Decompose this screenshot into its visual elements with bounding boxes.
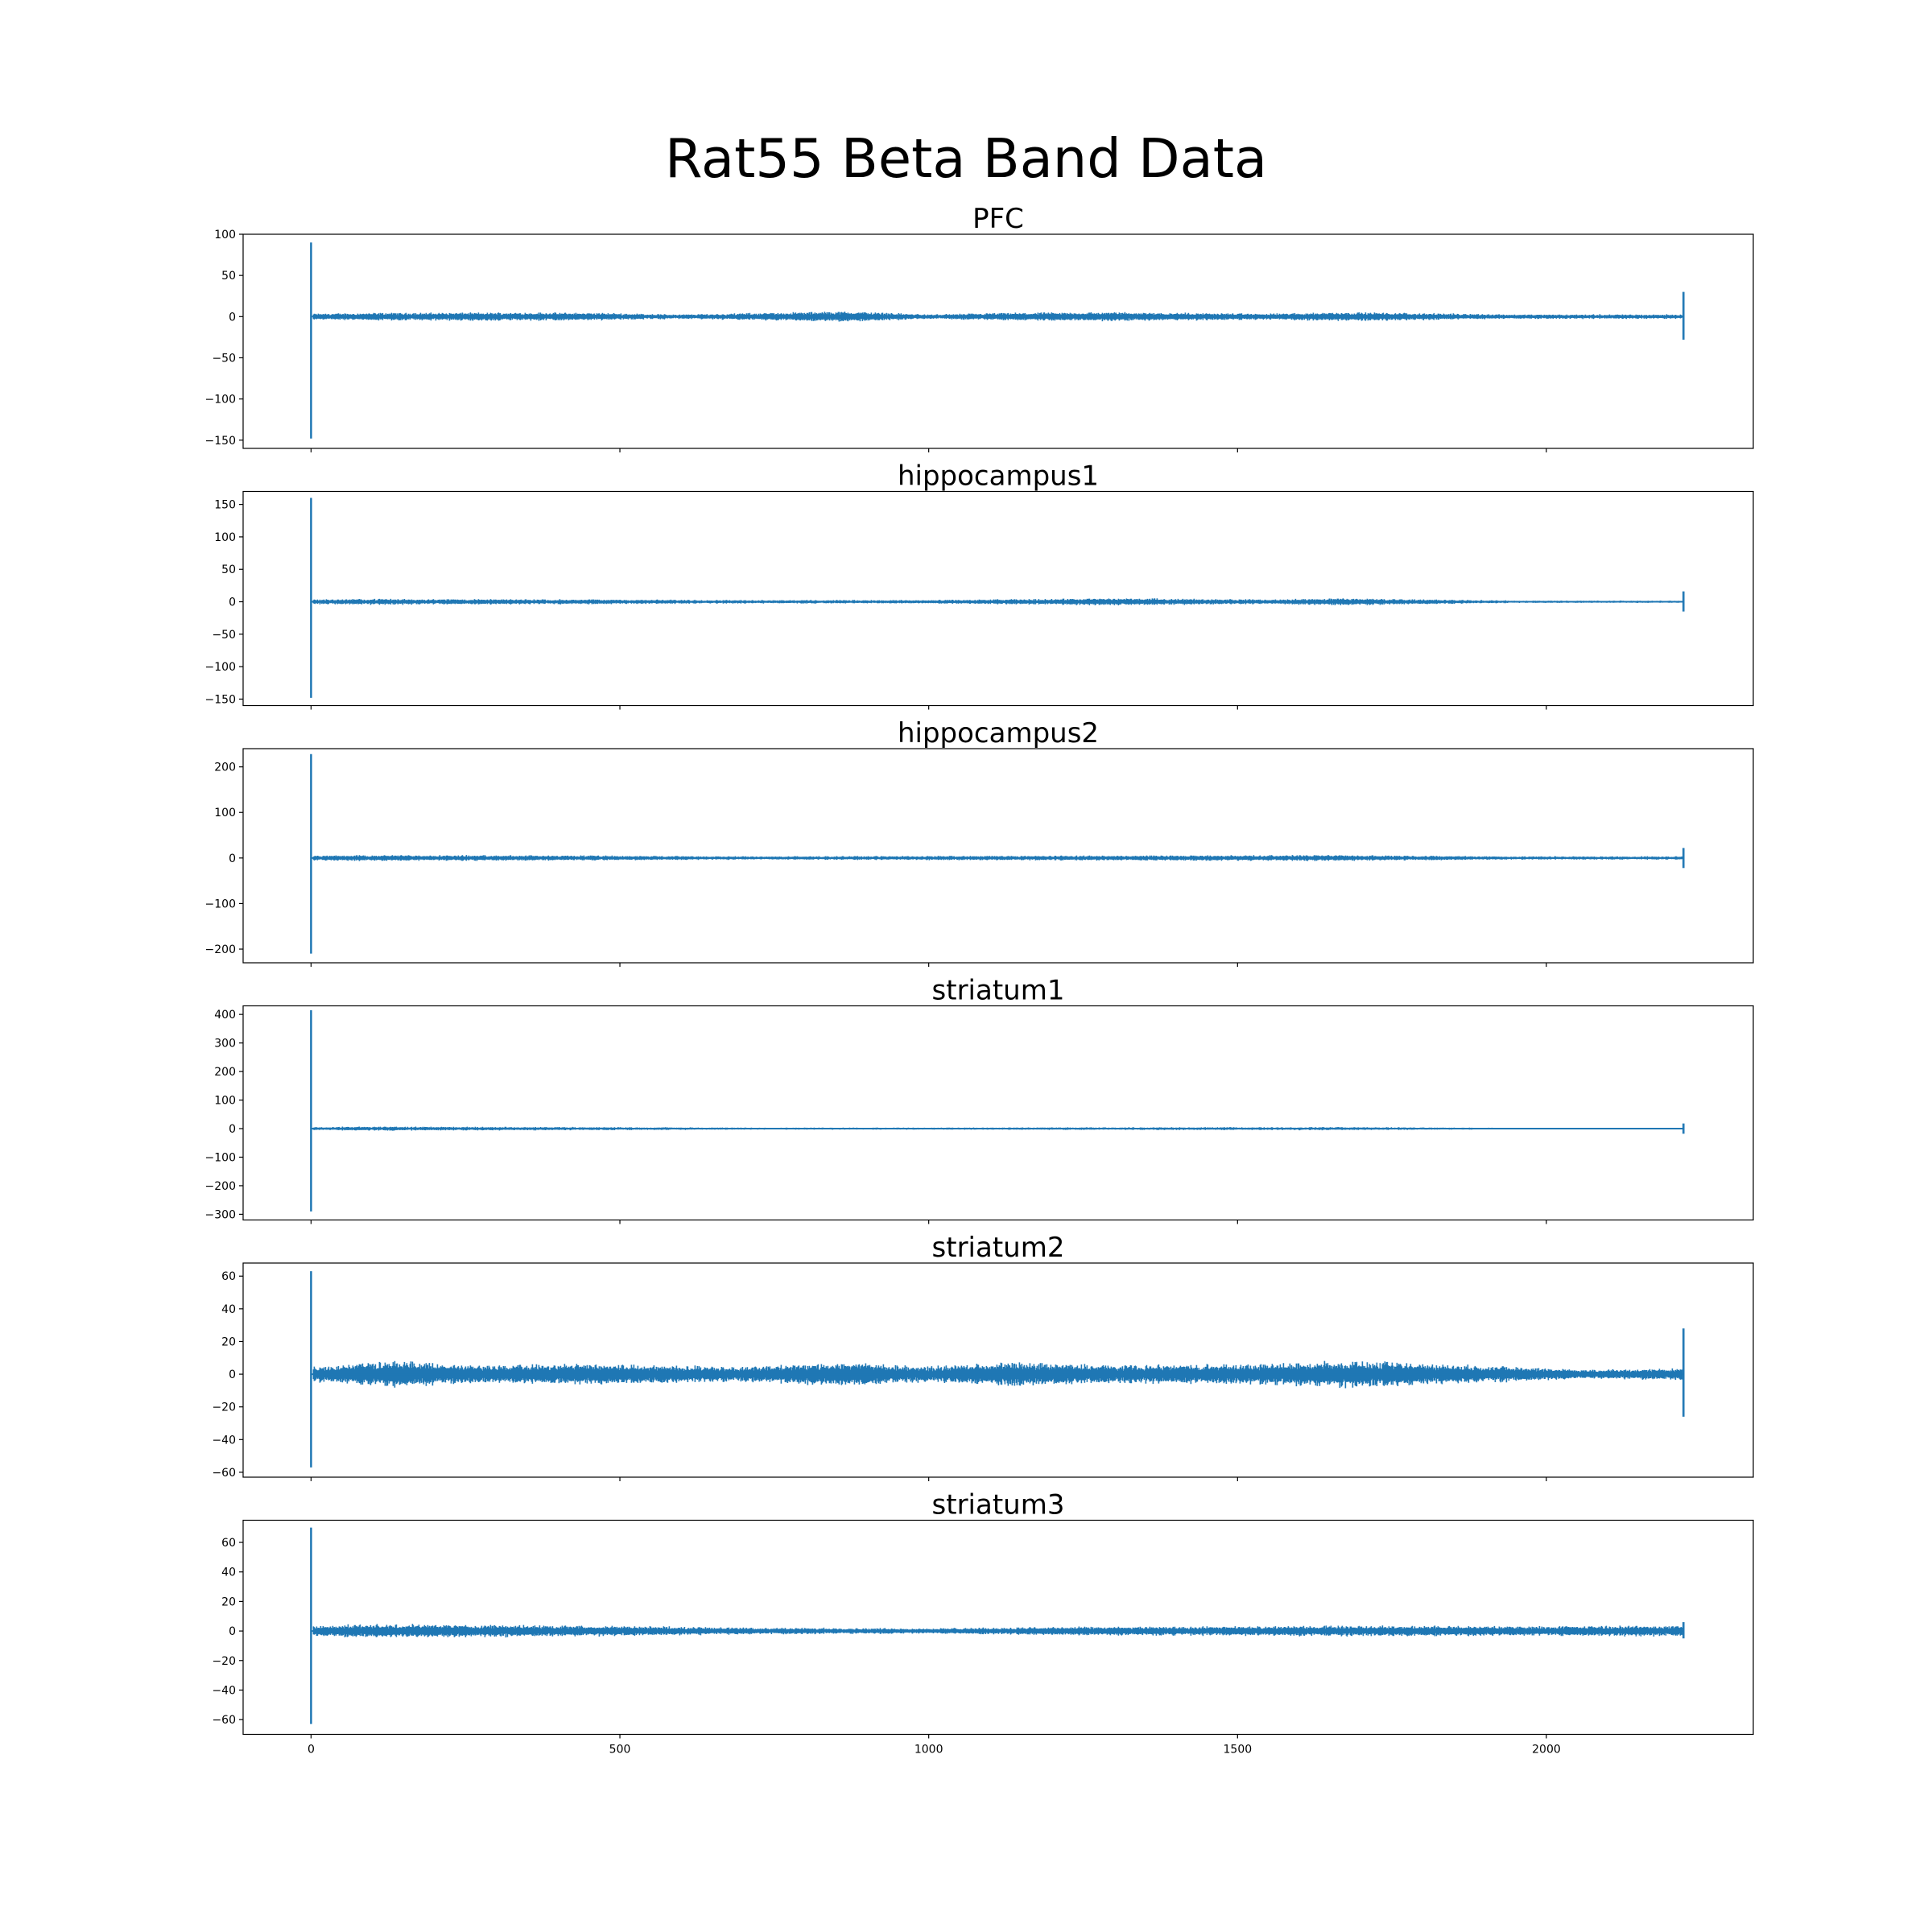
y-tick-label: 100 (214, 531, 236, 544)
y-tick-label: 100 (214, 1095, 236, 1108)
subplot-title: striatum2 (932, 1232, 1065, 1264)
y-tick-label: 0 (229, 1123, 236, 1136)
x-tick-label: 0 (308, 1744, 315, 1757)
y-tick-label: 100 (214, 229, 236, 242)
axes-frame (242, 1005, 1754, 1221)
y-tick-label: −200 (205, 943, 236, 956)
axes-frame (242, 490, 1754, 707)
x-tick-label: 1000 (914, 1744, 943, 1757)
y-tick-label: −60 (212, 1467, 236, 1480)
y-tick-label: 60 (221, 1537, 236, 1550)
subplot-title: striatum1 (932, 975, 1065, 1007)
y-tick-label: −300 (205, 1208, 236, 1221)
y-tick-label: −50 (212, 352, 236, 365)
series-line (310, 1009, 1685, 1212)
y-tick-label: 300 (214, 1038, 236, 1051)
figure-title: Rat55 Beta Band Data (665, 127, 1267, 190)
y-tick-label: 400 (214, 1009, 236, 1022)
y-tick-label: −50 (212, 629, 236, 642)
subplot-title: hippocampus2 (898, 717, 1099, 749)
x-tick-label: 2000 (1532, 1744, 1561, 1757)
y-tick-label: −100 (205, 1151, 236, 1164)
y-tick-label: −100 (205, 394, 236, 407)
y-tick-label: 0 (229, 1625, 236, 1638)
y-tick-label: 0 (229, 1368, 236, 1381)
axes-frame (242, 233, 1754, 449)
y-tick-label: 40 (221, 1303, 236, 1316)
y-tick-label: 50 (221, 564, 236, 576)
y-tick-label: −100 (205, 898, 236, 910)
x-tick-label: 1500 (1224, 1744, 1253, 1757)
subplot-striatum1: striatum1 400 300 200 100 0 −100 −200 −300 (205, 975, 1754, 1224)
y-tick-label: 60 (221, 1270, 236, 1283)
y-tick-label: 200 (214, 762, 236, 774)
subplot-title: hippocampus1 (898, 460, 1099, 493)
series-line (310, 1271, 1685, 1468)
subplot-hippocampus1: hippocampus1 150 100 50 0 −50 −100 −150 (205, 460, 1754, 710)
y-tick-label: 20 (221, 1335, 236, 1348)
subplot-title: striatum3 (932, 1489, 1065, 1521)
subplot-title: PFC (972, 203, 1024, 235)
y-tick-label: 0 (229, 597, 236, 609)
x-tick-label: 500 (609, 1744, 631, 1757)
series-line (310, 753, 1685, 954)
series-line (310, 1527, 1685, 1724)
y-tick-label: 20 (221, 1596, 236, 1608)
y-tick-label: 200 (214, 1066, 236, 1079)
subplot-PFC: PFC 100 50 0 −50 −100 −150 (205, 203, 1754, 452)
subplot-striatum3: striatum3 60 40 20 0 −20 −40 −60 0 500 1000 1500 200… (212, 1489, 1754, 1757)
y-tick-label: 150 (214, 499, 236, 512)
y-tick-label: −40 (212, 1684, 236, 1697)
y-tick-label: 40 (221, 1567, 236, 1579)
y-tick-label: −20 (212, 1402, 236, 1414)
y-tick-label: 50 (221, 270, 236, 283)
y-tick-label: −20 (212, 1655, 236, 1668)
y-tick-label: −150 (205, 435, 236, 448)
y-tick-label: −100 (205, 661, 236, 674)
y-tick-label: 100 (214, 807, 236, 819)
y-tick-label: 0 (229, 852, 236, 865)
axes-frame (242, 748, 1754, 964)
subplot-striatum2: striatum2 60 40 20 0 −20 −40 −60 (212, 1232, 1754, 1481)
y-tick-label: −40 (212, 1434, 236, 1447)
subplots: PFC100500−50−100−150hippocampus115010050… (205, 203, 1754, 1757)
y-tick-label: −200 (205, 1180, 236, 1193)
axes-frame (242, 1519, 1754, 1736)
axes-frame (242, 1262, 1754, 1478)
y-tick-label: −60 (212, 1714, 236, 1727)
series-line (310, 497, 1685, 698)
y-tick-label: −150 (205, 693, 236, 706)
series-line (310, 242, 1685, 439)
subplot-hippocampus2: hippocampus2 200 100 0 −100 −200 (205, 717, 1754, 967)
y-tick-label: 0 (229, 311, 236, 324)
